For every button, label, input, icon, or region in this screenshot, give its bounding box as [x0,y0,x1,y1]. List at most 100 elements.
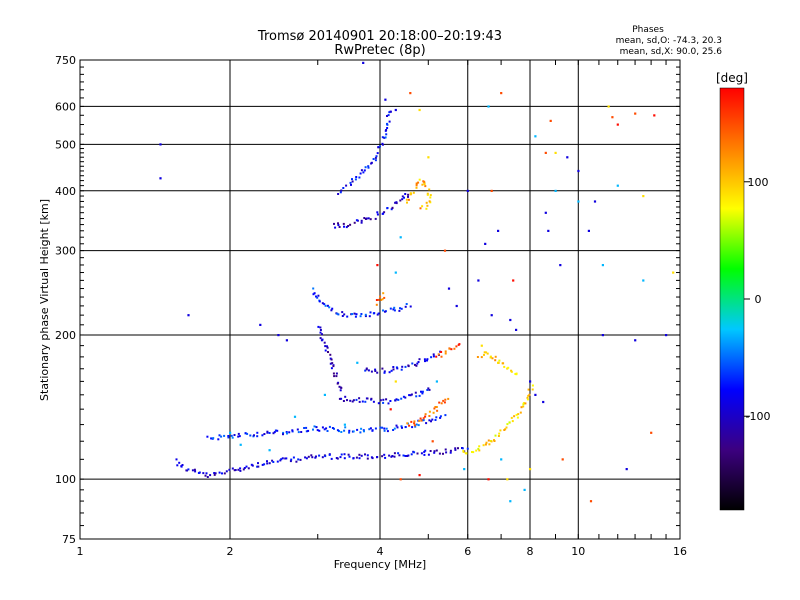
trace-point [439,416,442,419]
trace-point [374,368,377,371]
trace-point [386,207,389,209]
trace-point [401,195,404,198]
trace-point [374,217,377,220]
trace-point [395,398,398,401]
trace-point [355,398,358,401]
x-tick-label: 4 [377,545,384,558]
trace-point [389,307,392,310]
trace-point [427,453,430,456]
trace-point [455,345,458,348]
trace-point [377,298,380,301]
scatter-point [268,449,271,452]
trace-point [360,169,363,172]
trace-point [369,218,372,221]
trace-point [355,313,358,316]
trace-point [291,430,294,433]
trace-point [282,431,285,434]
scatter-point [293,415,297,418]
trace-point [337,222,339,225]
trace-point [335,375,338,378]
trace-point [353,312,356,315]
trace-point [282,433,284,436]
trace-point [180,465,183,468]
scatter-point [497,361,500,364]
scatter-point [356,361,359,364]
trace-point [400,368,403,371]
trace-point [377,312,380,315]
trace-point [389,110,392,113]
trace-point [186,469,188,472]
trace-point [305,430,308,433]
trace-point [324,455,327,458]
trace-point [423,183,426,185]
trace-point [336,457,339,460]
trace-point [344,395,347,398]
trace-point [221,472,223,475]
trace-point [175,458,178,461]
trace-point [292,456,295,459]
trace-point [351,180,354,183]
scatter-point [529,380,532,383]
trace-point [401,365,404,368]
scatter-point [616,184,619,187]
scatter-point [487,478,490,481]
trace-point [321,338,324,341]
scatter-point [409,92,412,95]
x-tick-label: 10 [571,545,585,558]
trace-point [364,400,367,403]
trace-point [454,448,457,451]
trace-point [419,207,422,210]
trace-point [342,400,345,402]
trace-point [191,469,194,472]
trace-point [257,465,260,468]
trace-point [332,372,335,375]
scatter-point [665,334,668,337]
trace-point [274,429,277,432]
trace-point [443,401,446,404]
trace-point [424,415,427,418]
trace-point [403,196,405,199]
trace-point [494,359,497,362]
scatter-point [229,431,232,434]
trace-point [416,452,419,455]
trace-point [404,455,407,457]
trace-point [319,337,322,340]
trace-point [239,467,242,470]
scatter-point [399,236,402,239]
trace-point [418,358,421,361]
trace-point [329,362,332,365]
stats-line-o: mean, sd,O: -74.3, 20.3 [616,36,722,46]
trace-point [397,452,400,455]
trace-point [508,421,511,424]
scatter-point [544,151,547,154]
trace-point [488,443,491,446]
trace-point [336,312,339,315]
trace-point [346,399,348,402]
trace-point [374,156,377,159]
trace-point [434,406,437,408]
trace-point [379,145,381,148]
x-tick-label: 6 [464,545,471,558]
trace-point [223,434,226,437]
trace-point [412,191,415,194]
scatter-point [529,468,532,471]
trace-point [358,457,361,460]
trace-point [249,434,252,437]
trace-point [370,370,373,373]
trace-point [393,306,396,309]
trace-point [381,142,384,145]
trace-point [327,351,329,353]
trace-point [423,453,426,456]
trace-point [435,416,438,419]
trace-point [466,447,469,450]
trace-point [315,455,317,458]
scatter-point [542,400,545,404]
trace-point [376,371,379,374]
trace-point [414,363,416,366]
trace-point [438,452,441,455]
trace-point [318,429,321,432]
trace-point [326,346,329,349]
colorbar-tick-label: -100 [746,410,771,423]
trace-point [415,395,418,398]
trace-point [366,457,369,460]
